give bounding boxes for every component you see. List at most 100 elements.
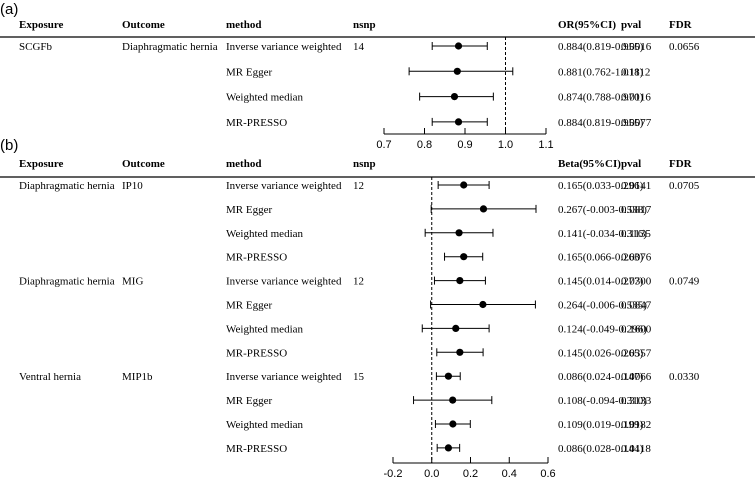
x-tick-label: 0.9 [457, 139, 472, 151]
column-header-exposure: Exposure [19, 19, 64, 31]
exposure-label: Diaphragmatic hernia [19, 180, 115, 192]
x-tick-label: 0.2 [463, 468, 478, 479]
x-tick-label: 0.7 [376, 139, 391, 151]
pval-value: 0.0116 [621, 92, 651, 104]
nsnp-value: 12 [353, 276, 364, 288]
estimate-ci-text: 0.884(0.819-0.955) [558, 41, 644, 53]
column-header-method: method [226, 158, 261, 170]
point-estimate [460, 181, 468, 189]
pval-value: 0.1600 [621, 323, 652, 335]
estimate-ci-text: 0.881(0.762-1.018) [558, 66, 644, 78]
method-label: MR Egger [226, 300, 272, 312]
point-estimate [456, 277, 464, 285]
estimate-ci-text: 0.884(0.819-0.955) [558, 117, 644, 129]
method-label: MR-PRESSO [226, 252, 287, 264]
method-label: Weighted median [226, 228, 304, 240]
point-estimate [454, 118, 463, 126]
point-estimate [453, 67, 461, 75]
estimate-ci-text: 0.109(0.019-0.199) [558, 419, 644, 431]
column-header-estimate: OR(95%CI) [558, 19, 616, 31]
estimate-ci-text: 0.086(0.024-0.147) [558, 371, 644, 383]
column-header-pval: pval [621, 158, 641, 170]
method-label: Inverse variance weighted [226, 371, 342, 383]
estimate-ci-text: 0.874(0.788-0.970) [558, 92, 644, 104]
panel-label: (a) [0, 1, 18, 18]
pval-value: 0.0300 [621, 276, 652, 288]
outcome-label: MIP1b [122, 371, 153, 383]
column-header-outcome: Outcome [122, 19, 165, 31]
pval-value: 0.0357 [621, 347, 652, 359]
pval-value: 0.0182 [621, 419, 651, 431]
column-header-outcome: Outcome [122, 158, 165, 170]
method-label: Weighted median [226, 323, 304, 335]
method-label: MR-PRESSO [226, 443, 287, 455]
column-header-pval: pval [621, 19, 641, 31]
point-estimate [444, 444, 453, 452]
point-estimate [460, 253, 468, 261]
fdr-value: 0.0330 [669, 371, 700, 383]
column-header-fdr: FDR [669, 19, 693, 31]
fdr-value: 0.0705 [669, 180, 700, 192]
estimate-ci-text: 0.141(-0.034-0.316) [558, 228, 647, 240]
exposure-label: Ventral hernia [19, 371, 81, 383]
estimate-ci-text: 0.165(0.033-0.296) [558, 180, 644, 192]
method-label: MR Egger [226, 204, 272, 216]
pval-value: 0.0016 [621, 41, 652, 53]
outcome-label: MIG [122, 276, 143, 288]
estimate-ci-text: 0.267(-0.003-0.538) [558, 204, 647, 216]
point-estimate [454, 42, 463, 50]
pval-value: 0.0076 [621, 252, 652, 264]
exposure-label: Diaphragmatic hernia [19, 276, 115, 288]
x-tick-label: 0.6 [540, 468, 555, 479]
pval-value: 0.0077 [621, 117, 652, 129]
pval-value: 0.0118 [621, 443, 651, 455]
pval-value: 0.1112 [621, 66, 650, 78]
outcome-label: Diaphragmatic hernia [122, 41, 218, 53]
point-estimate [449, 396, 457, 404]
method-label: Weighted median [226, 92, 304, 104]
method-label: MR Egger [226, 66, 272, 78]
column-header-estimate: Beta(95%CI) [558, 158, 621, 170]
point-estimate [450, 93, 459, 101]
column-header-method: method [226, 19, 261, 31]
estimate-ci-text: 0.108(-0.094-0.310) [558, 395, 647, 407]
x-tick-label: 1.1 [538, 139, 553, 151]
x-tick-label: 1.0 [498, 139, 513, 151]
method-label: MR Egger [226, 395, 272, 407]
estimate-ci-text: 0.124(-0.049-0.296) [558, 323, 647, 335]
point-estimate [479, 205, 488, 213]
nsnp-value: 14 [353, 41, 365, 53]
column-header-nsnp: nsnp [353, 19, 376, 31]
outcome-label: IP10 [122, 180, 143, 192]
pval-value: 0.1135 [621, 228, 651, 240]
column-header-exposure: Exposure [19, 158, 64, 170]
point-estimate [456, 348, 464, 356]
x-tick-label: 0.0 [424, 468, 439, 479]
method-label: MR-PRESSO [226, 117, 287, 129]
nsnp-value: 15 [353, 371, 365, 383]
pval-value: 0.0141 [621, 180, 651, 192]
estimate-ci-text: 0.165(0.066-0.263) [558, 252, 644, 264]
method-label: MR-PRESSO [226, 347, 287, 359]
fdr-value: 0.0749 [669, 276, 700, 288]
pval-value: 0.0847 [621, 300, 652, 312]
column-header-fdr: FDR [669, 158, 693, 170]
pval-value: 0.0066 [621, 371, 652, 383]
method-label: Inverse variance weighted [226, 180, 342, 192]
point-estimate [449, 420, 457, 428]
method-label: Inverse variance weighted [226, 276, 342, 288]
x-tick-label: 0.4 [502, 468, 517, 479]
estimate-ci-text: 0.145(0.026-0.265) [558, 347, 644, 359]
panel-label: (b) [0, 137, 18, 154]
method-label: Inverse variance weighted [226, 41, 342, 53]
column-header-nsnp: nsnp [353, 158, 376, 170]
method-label: Weighted median [226, 419, 304, 431]
x-tick-label: 0.8 [417, 139, 432, 151]
estimate-ci-text: 0.145(0.014-0.277) [558, 276, 644, 288]
exposure-label: SCGFb [19, 41, 53, 53]
point-estimate [455, 229, 463, 237]
point-estimate [444, 372, 453, 380]
point-estimate [479, 300, 487, 309]
